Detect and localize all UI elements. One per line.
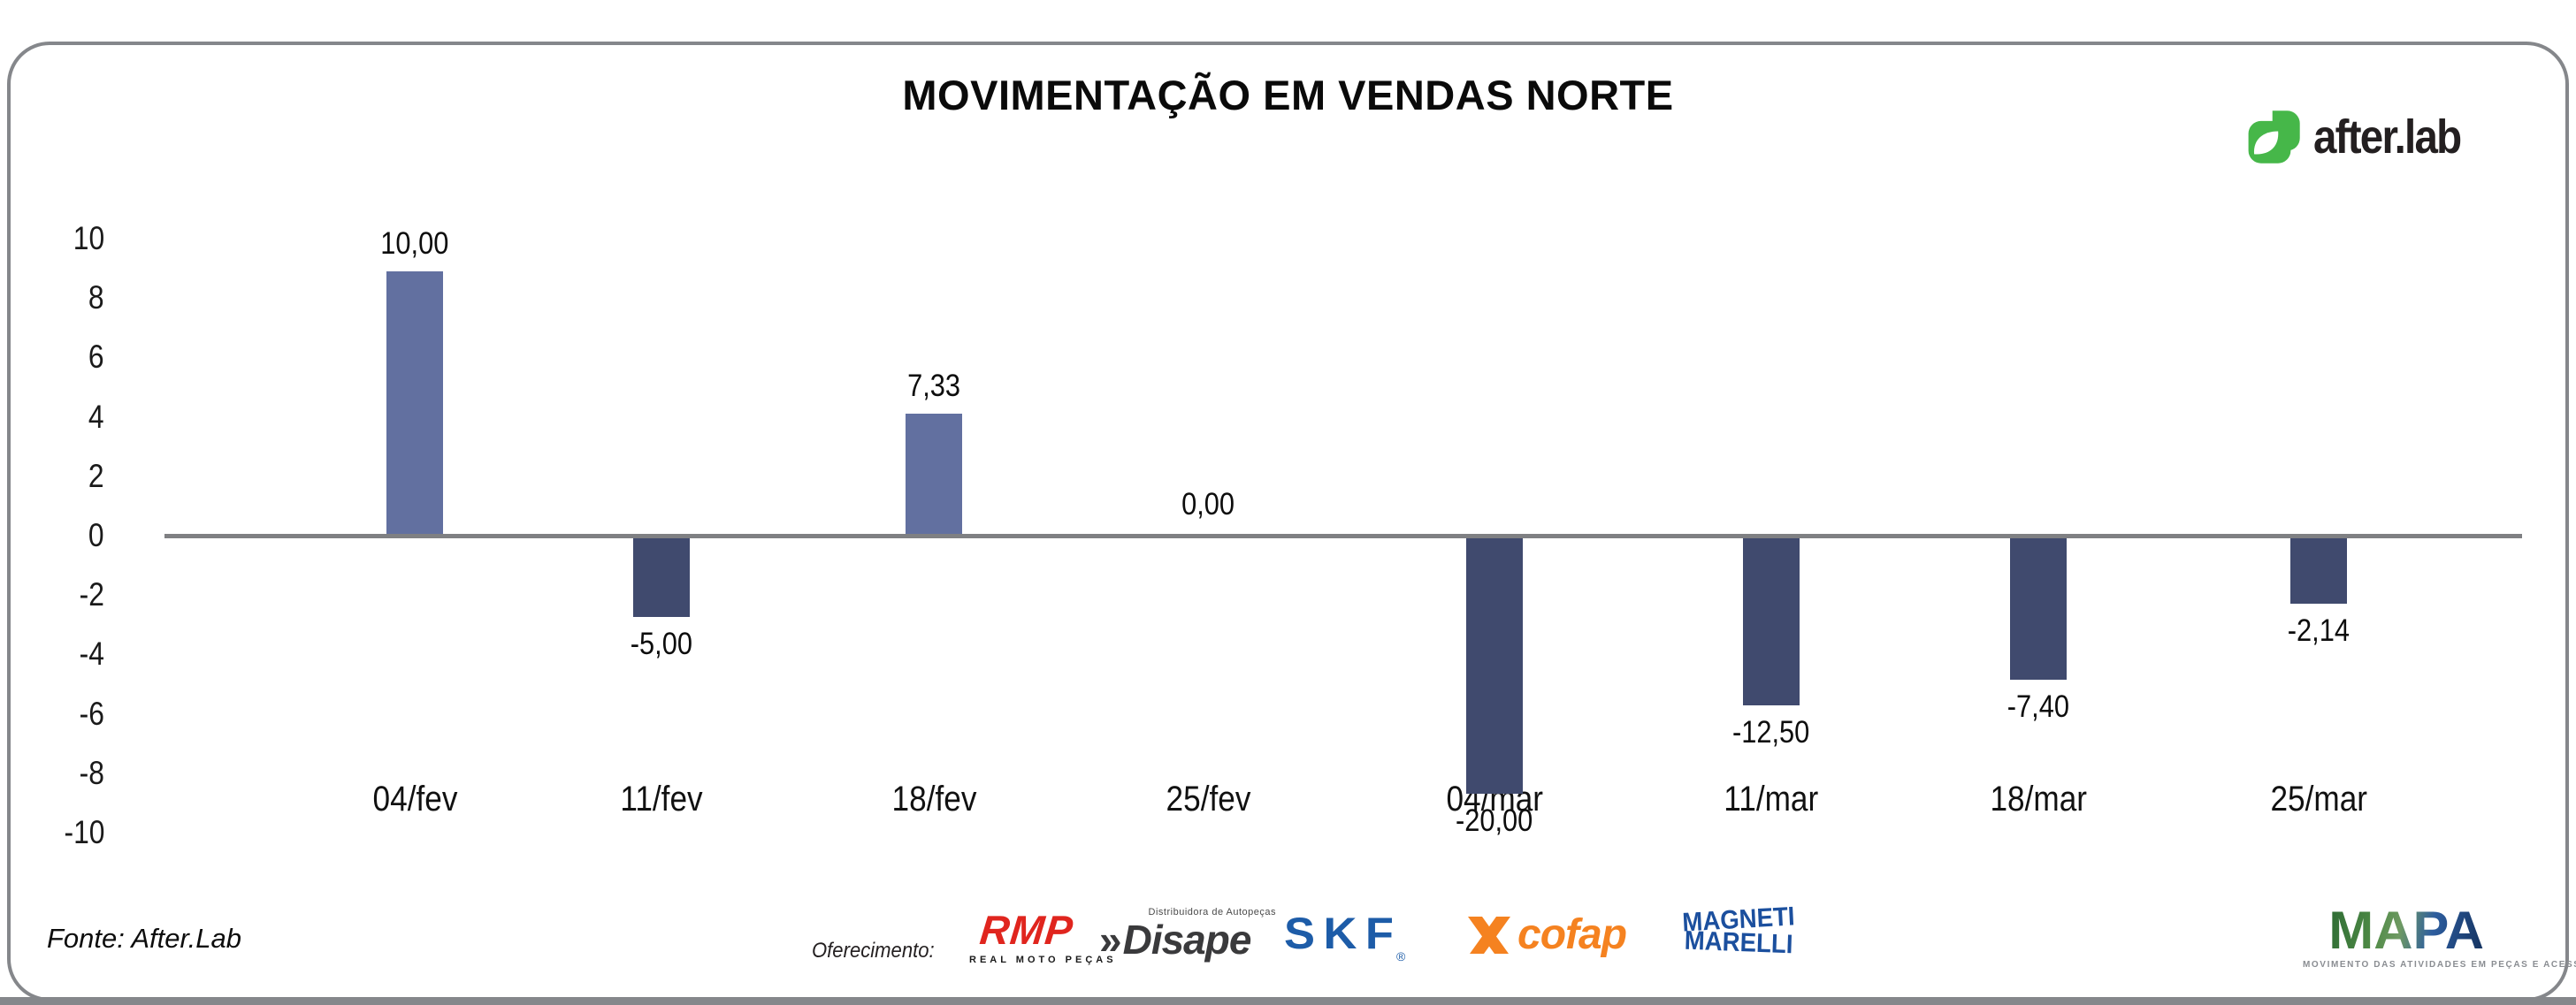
registered-mark-icon: ® — [1396, 949, 1406, 963]
cofap-logo-text: cofap — [1517, 911, 1627, 958]
y-axis-tick-label: -10 — [64, 814, 104, 850]
bottom-accent-strip — [0, 997, 2576, 1005]
y-axis-tick-label: 6 — [88, 339, 104, 376]
magneti-logo-line2: MARELLI — [1684, 925, 1793, 960]
bar-25-mar — [2290, 536, 2347, 604]
bar-04-fev — [386, 271, 443, 536]
mapa-logo-subtitle: MOVIMENTO DAS ATIVIDADES EM PEÇAS E ACES… — [2303, 960, 2576, 970]
bar-18-mar — [2010, 536, 2067, 680]
y-axis-tick-label: 0 — [88, 517, 104, 553]
disape-logo-subtitle: Distribuidora de Autopeças — [1148, 907, 1276, 917]
source-note: Fonte: After.Lab — [47, 923, 241, 954]
bar-value-label: 7,33 — [907, 369, 960, 403]
cofap-x-icon — [1468, 917, 1510, 954]
x-axis-label: 18/fev — [891, 780, 976, 818]
y-axis-tick-label: -2 — [79, 576, 104, 613]
bar-value-label: -12,50 — [1732, 715, 1810, 750]
bar-value-label: 0,00 — [1181, 487, 1234, 522]
mapa-logo-text: MAPA — [2328, 901, 2485, 960]
x-axis-label: 18/mar — [1990, 780, 2087, 818]
bar-value-label: -7,40 — [2007, 689, 2070, 724]
x-axis-label: 04/fev — [372, 780, 457, 818]
afterlab-logo-text: after.lab — [2313, 110, 2462, 164]
sponsor-logo-rmp: RMP REAL MOTO PEÇAS — [969, 907, 1117, 965]
bar-value-label: -20,00 — [1456, 803, 1533, 838]
bar-11-mar — [1743, 536, 1800, 705]
disape-logo-text: »Disape — [1099, 917, 1251, 963]
bar-18-fev — [906, 414, 962, 536]
afterlab-leaf-icon — [2248, 110, 2300, 164]
bar-value-label: 10,00 — [380, 226, 449, 261]
sponsor-logo-disape: Distribuidora de Autopeças »Disape — [1099, 907, 1276, 962]
y-axis-tick-label: 4 — [88, 398, 104, 435]
sponsorship-label: Oferecimento: — [812, 939, 935, 963]
chart-title: MOVIMENTAÇÃO EM VENDAS NORTE — [902, 72, 1674, 118]
sponsor-logo-cofap: cofap — [1466, 914, 1670, 956]
bar-value-label: -2,14 — [2287, 613, 2351, 648]
bar-value-label: -5,00 — [630, 627, 693, 661]
x-axis-label: 25/mar — [2270, 780, 2367, 818]
x-axis-label: 25/fev — [1166, 780, 1250, 818]
y-axis-tick-label: -8 — [79, 754, 104, 791]
mapa-logo: MAPA MOVIMENTO DAS ATIVIDADES EM PEÇAS E… — [2303, 901, 2576, 971]
y-axis-tick-label: -6 — [79, 695, 104, 732]
rmp-logo-subtitle: REAL MOTO PEÇAS — [969, 955, 1117, 965]
bar-11-fev — [633, 536, 690, 617]
x-axis-label: 11/mar — [1724, 780, 1819, 818]
y-axis-tick-label: -4 — [79, 636, 104, 673]
disape-chevrons-icon: » — [1099, 917, 1122, 963]
y-axis-tick-label: 8 — [88, 279, 104, 316]
afterlab-logo: after.lab — [2244, 106, 2510, 168]
rmp-logo-text: RMP — [977, 907, 1076, 953]
y-axis-tick-label: 2 — [88, 457, 104, 494]
sponsor-logo-skf: SKF® — [1284, 910, 1461, 963]
x-axis-label: 11/fev — [620, 780, 703, 818]
y-axis-tick-label: 10 — [73, 220, 104, 256]
sponsor-logo-magneti-marelli: MAGNETI MARELLI — [1677, 902, 1800, 960]
x-axis-baseline — [164, 534, 2522, 538]
skf-logo-text: SKF — [1284, 909, 1403, 958]
bar-04-mar — [1466, 536, 1523, 794]
